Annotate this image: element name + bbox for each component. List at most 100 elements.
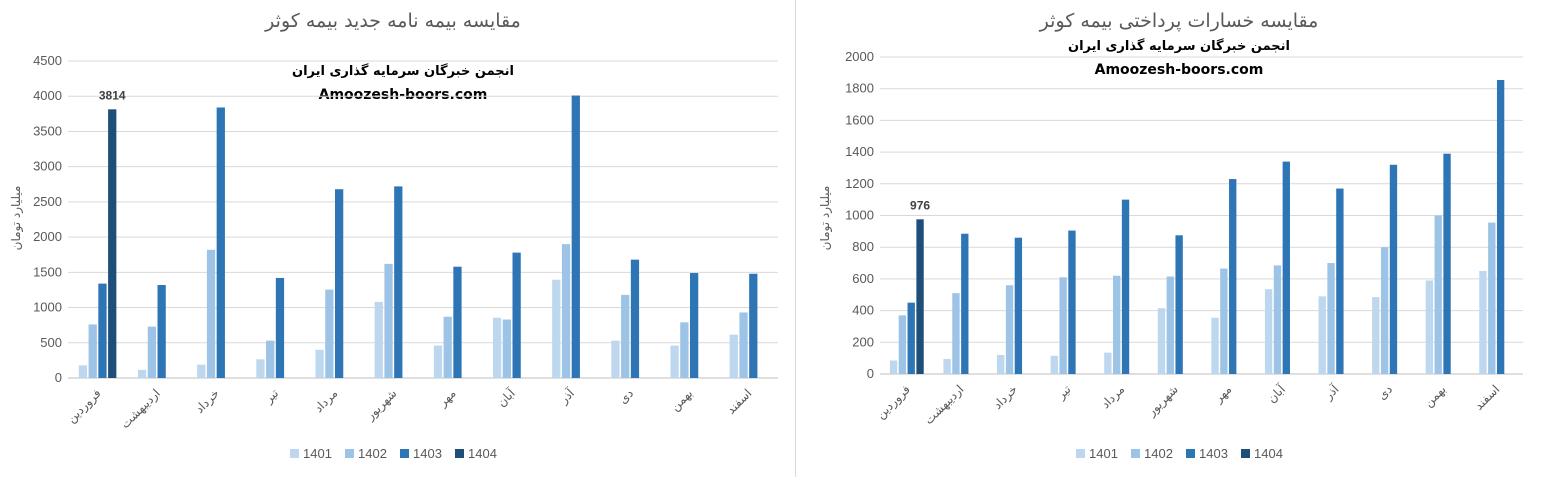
x-tick-label: تیر — [261, 386, 282, 407]
legend-label: 1401 — [303, 446, 332, 461]
x-tick-label: تیر — [1053, 382, 1074, 403]
y-tick-label: 2000 — [845, 49, 874, 64]
bar-1403-8 — [1282, 161, 1290, 374]
bar-1403-7 — [453, 266, 462, 378]
y-tick-label: 400 — [852, 303, 874, 318]
y-tick-label: 1600 — [845, 112, 874, 127]
chart-title: مقایسه خسارات پرداختی بیمه کوثر — [1039, 10, 1319, 32]
legend-label: 1403 — [1199, 446, 1228, 461]
bar-1403-10 — [630, 259, 640, 378]
bar-1401-8 — [1264, 289, 1273, 374]
x-tick-label: مهر — [1211, 382, 1235, 406]
bar-1401-9 — [1318, 296, 1326, 374]
chart-title: مقایسه بیمه نامه جدید بیمه کوثر — [264, 10, 521, 32]
y-tick-label: 2000 — [33, 229, 62, 244]
bar-1404-1 — [916, 219, 924, 374]
data-label: 976 — [910, 198, 930, 212]
bar-1403-12 — [749, 273, 758, 378]
bar-1402-4 — [266, 340, 275, 378]
y-tick-label: 0 — [867, 366, 874, 381]
bar-1401-6 — [374, 301, 383, 378]
bar-1401-12 — [1479, 270, 1487, 374]
bar-1403-5 — [335, 189, 344, 378]
y-axis-label: میلیارد تومان — [818, 186, 833, 251]
bar-1403-3 — [216, 107, 225, 378]
bar-1401-6 — [1157, 308, 1166, 374]
claims-paid-chart: مقایسه خسارات پرداختی بیمه کوثر انجمن خبر… — [818, 10, 1523, 461]
y-tick-label: 2500 — [33, 194, 62, 209]
bar-1401-1 — [889, 360, 898, 374]
bar-1402-6 — [384, 263, 393, 378]
bar-1402-8 — [1273, 265, 1282, 374]
x-tick-label: بهمن — [1421, 382, 1449, 410]
bar-1402-12 — [739, 312, 748, 378]
legend-label: 1401 — [1089, 446, 1118, 461]
bar-1403-6 — [394, 186, 403, 378]
legend-swatch-1403 — [400, 449, 409, 458]
bar-1401-2 — [137, 369, 147, 378]
bar-1402-7 — [443, 316, 452, 378]
bar-1401-1 — [78, 365, 88, 378]
bar-1403-10 — [1389, 164, 1398, 374]
bar-1401-2 — [943, 358, 951, 374]
x-tick-label: آذر — [1320, 381, 1343, 404]
bar-1402-9 — [1327, 263, 1335, 374]
legend-label: 1402 — [358, 446, 387, 461]
bar-1403-9 — [1336, 188, 1344, 374]
bar-1402-1 — [88, 324, 97, 378]
bar-1403-3 — [1014, 237, 1023, 374]
bar-1401-4 — [1050, 355, 1058, 374]
watermark-url: Amoozesh-boors.com — [1095, 62, 1264, 78]
bar-1401-3 — [197, 364, 206, 378]
bar-1402-4 — [1059, 277, 1067, 374]
panel-divider — [795, 0, 796, 477]
bar-1403-9 — [571, 95, 580, 379]
x-tick-label: دی — [1375, 382, 1395, 402]
bar-1402-2 — [952, 293, 960, 374]
legend-label: 1404 — [468, 446, 497, 461]
bar-1402-5 — [325, 289, 334, 378]
bar-1402-9 — [561, 244, 571, 378]
y-tick-label: 1800 — [845, 81, 874, 96]
bar-1402-2 — [147, 326, 156, 378]
bar-1403-4 — [275, 277, 285, 378]
x-tick-label: فروردین — [873, 382, 913, 422]
bar-1402-3 — [1005, 285, 1014, 374]
x-tick-label: مرداد — [311, 386, 341, 416]
bar-1401-9 — [552, 279, 561, 378]
bar-1402-12 — [1488, 222, 1496, 374]
y-tick-label: 1000 — [845, 208, 874, 223]
bar-1402-6 — [1166, 276, 1174, 374]
watermark-title: انجمن خبرگان سرمایه گذاری ایران — [1068, 38, 1290, 54]
x-tick-label: شهریور — [362, 386, 400, 424]
x-tick-label: مهر — [435, 386, 459, 410]
y-tick-label: 500 — [40, 335, 62, 350]
bar-1403-5 — [1121, 199, 1130, 374]
bar-1403-2 — [961, 233, 969, 374]
bar-1401-11 — [670, 345, 679, 378]
bar-1403-8 — [512, 252, 521, 378]
x-tick-label: آذر — [555, 385, 578, 408]
x-tick-label: خرداد — [990, 382, 1020, 412]
legend-swatch-1404 — [1241, 449, 1250, 458]
y-tick-label: 1200 — [845, 176, 874, 191]
legend-swatch-1403 — [1186, 449, 1195, 458]
bar-1402-8 — [502, 319, 511, 378]
bar-1401-11 — [1425, 280, 1434, 374]
bar-1403-4 — [1068, 230, 1076, 374]
data-label: 3814 — [99, 88, 126, 102]
y-tick-label: 1000 — [33, 300, 62, 315]
bar-1403-6 — [1175, 235, 1183, 374]
legend-label: 1403 — [413, 446, 442, 461]
bar-1402-10 — [1380, 247, 1389, 374]
y-tick-label: 3000 — [33, 159, 62, 174]
bar-1403-11 — [1443, 153, 1451, 374]
left-chart-panel: مقایسه بیمه نامه جدید بیمه کوثر انجمن خبر… — [9, 10, 778, 461]
bar-1401-8 — [492, 317, 502, 378]
legend-label: 1402 — [1144, 446, 1173, 461]
x-tick-label: شهریور — [1144, 382, 1182, 420]
y-tick-label: 1500 — [33, 264, 62, 279]
bar-1401-5 — [1104, 352, 1112, 374]
y-tick-label: 800 — [852, 239, 874, 254]
x-tick-label: فروردین — [64, 386, 104, 426]
